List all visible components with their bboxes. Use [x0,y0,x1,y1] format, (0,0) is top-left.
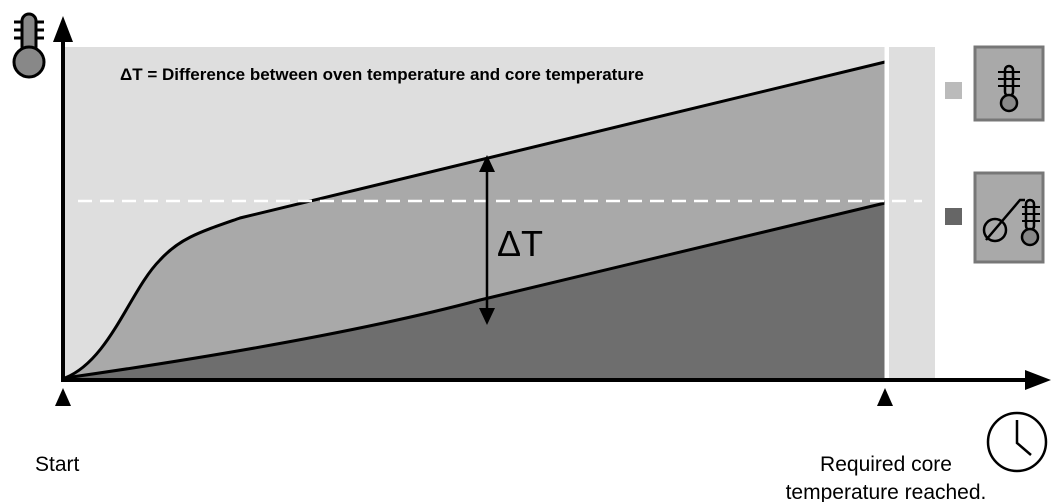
clock-icon [986,411,1048,473]
thermometer-icon [12,12,46,79]
title: ΔT = Difference between oven temperature… [120,65,644,84]
y-arrow [53,16,73,42]
end-label-line1: Required core [820,453,952,476]
start-marker [55,388,71,406]
delta-arrowheads [479,155,495,325]
core-probe-icon [973,171,1045,264]
delta-label: ΔT [497,223,543,264]
core-area [65,203,885,380]
oven-curve [64,60,886,380]
legend-core [945,208,962,225]
oven-icon [973,45,1045,122]
start-label: Start [35,453,80,476]
x-arrow [1025,370,1051,390]
core-curve [64,201,886,380]
end-strip [889,47,935,380]
end-label-line2: temperature reached. [786,481,987,502]
end-marker [877,388,893,406]
legend-oven [945,82,962,99]
